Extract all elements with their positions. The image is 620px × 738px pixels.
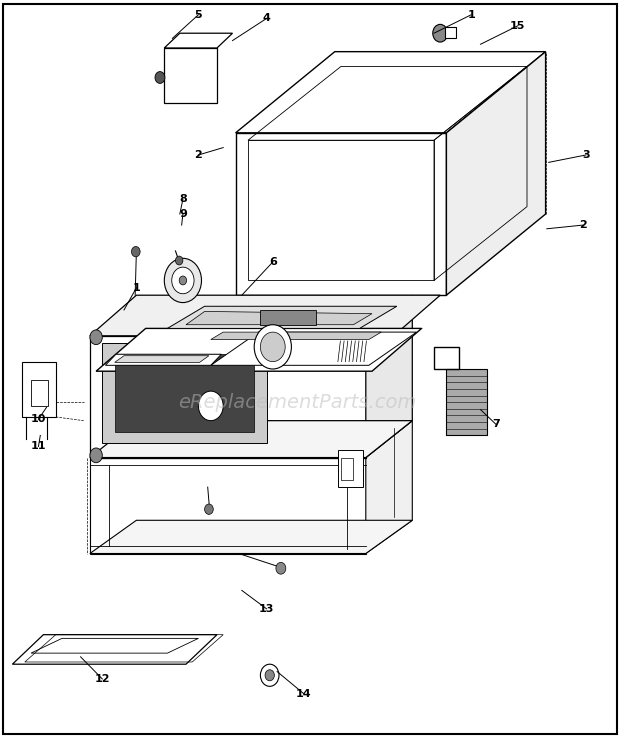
Polygon shape bbox=[115, 356, 209, 362]
Circle shape bbox=[179, 276, 187, 285]
Text: 1: 1 bbox=[467, 10, 475, 20]
Circle shape bbox=[276, 562, 286, 574]
Circle shape bbox=[254, 325, 291, 369]
Polygon shape bbox=[446, 52, 546, 295]
Bar bbox=[260, 310, 316, 325]
Polygon shape bbox=[90, 458, 366, 554]
Polygon shape bbox=[90, 520, 412, 554]
Circle shape bbox=[164, 258, 202, 303]
Circle shape bbox=[265, 670, 274, 680]
Text: 13: 13 bbox=[259, 604, 274, 614]
Text: 8: 8 bbox=[179, 194, 187, 204]
Polygon shape bbox=[211, 332, 417, 365]
Polygon shape bbox=[90, 295, 440, 336]
Polygon shape bbox=[105, 354, 221, 365]
Text: 2: 2 bbox=[579, 220, 587, 230]
Bar bbox=[341, 458, 353, 480]
Polygon shape bbox=[446, 369, 487, 435]
Text: 4: 4 bbox=[263, 13, 270, 24]
Text: 7: 7 bbox=[492, 419, 500, 430]
Polygon shape bbox=[115, 354, 254, 432]
Polygon shape bbox=[366, 421, 412, 554]
Polygon shape bbox=[260, 140, 434, 280]
Circle shape bbox=[205, 504, 213, 514]
Polygon shape bbox=[167, 306, 397, 328]
Polygon shape bbox=[12, 635, 217, 664]
Text: 10: 10 bbox=[31, 414, 46, 424]
Text: 1: 1 bbox=[133, 283, 140, 293]
Polygon shape bbox=[90, 336, 366, 458]
Bar bbox=[31, 380, 48, 406]
Text: 9: 9 bbox=[179, 209, 187, 219]
Polygon shape bbox=[366, 295, 412, 458]
Polygon shape bbox=[236, 133, 446, 295]
Polygon shape bbox=[31, 638, 198, 653]
Circle shape bbox=[155, 72, 165, 83]
Circle shape bbox=[172, 267, 194, 294]
Polygon shape bbox=[164, 48, 217, 103]
Polygon shape bbox=[102, 343, 267, 443]
Text: 14: 14 bbox=[296, 689, 312, 699]
Text: 15: 15 bbox=[510, 21, 525, 31]
Polygon shape bbox=[236, 52, 546, 133]
Text: 2: 2 bbox=[195, 150, 202, 160]
Polygon shape bbox=[90, 421, 412, 458]
Bar bbox=[248, 140, 434, 280]
Circle shape bbox=[198, 391, 223, 421]
Circle shape bbox=[175, 256, 183, 265]
Text: 12: 12 bbox=[95, 674, 110, 684]
Polygon shape bbox=[96, 328, 422, 371]
Text: 5: 5 bbox=[195, 10, 202, 20]
Polygon shape bbox=[211, 332, 381, 339]
Circle shape bbox=[131, 246, 140, 257]
Circle shape bbox=[260, 664, 279, 686]
Text: 6: 6 bbox=[269, 257, 277, 267]
Circle shape bbox=[260, 332, 285, 362]
Text: eReplacementParts.com: eReplacementParts.com bbox=[179, 393, 417, 412]
Text: 3: 3 bbox=[582, 150, 590, 160]
Bar bbox=[445, 27, 456, 38]
Text: 11: 11 bbox=[30, 441, 46, 452]
Bar bbox=[22, 362, 56, 417]
Circle shape bbox=[90, 448, 102, 463]
Polygon shape bbox=[186, 311, 372, 325]
Circle shape bbox=[90, 330, 102, 345]
Polygon shape bbox=[164, 33, 232, 48]
Bar bbox=[338, 450, 363, 487]
Circle shape bbox=[433, 24, 448, 42]
